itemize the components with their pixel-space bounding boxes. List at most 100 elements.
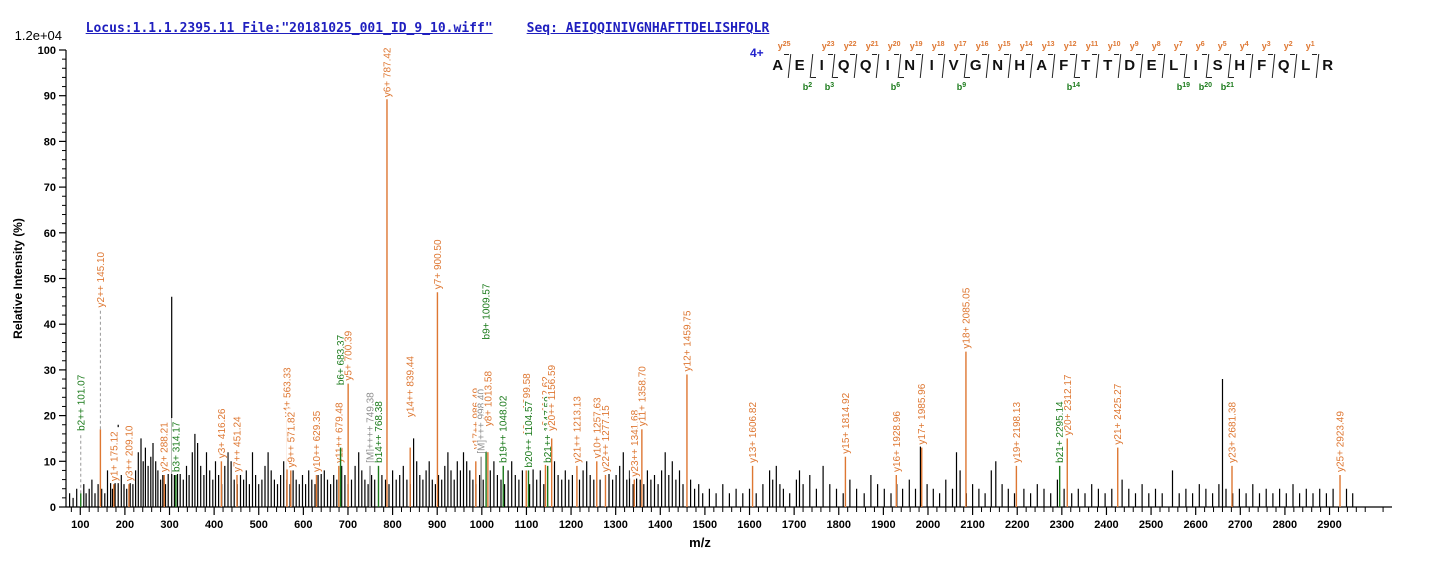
labeled-peak[interactable]: y20+ 2312.17 [1062,371,1074,507]
peak-label: y19+ 2198.13 [1012,402,1023,463]
labeled-peak[interactable]: y12+ 1459.75 [682,307,693,507]
labeled-peak[interactable]: y22++ 1277.15 [600,402,612,507]
labeled-peak[interactable]: y25+ 2923.49 [1335,407,1347,507]
intensity-scale-note: 1.2e+04 [15,28,62,43]
labeled-peak[interactable]: b3+ 314.17 [171,418,182,507]
labeled-peak[interactable]: y21++ 1213.13 [572,393,583,507]
y-tick-label: 70 [44,182,56,194]
labeled-peak[interactable]: b19++ 1048.02 [498,393,510,507]
labeled-peak[interactable]: y11+ 1358.70 [637,361,648,507]
peak-label: y7++ 451.24 [232,416,243,472]
labeled-peak[interactable]: y21+ 2425.27 [1113,380,1124,507]
y-ion-tag: y15 [997,41,1011,51]
cleavage-mark: y23 b3 [822,41,838,92]
labeled-peak[interactable]: y18+ 2085.05 [961,284,972,507]
x-tick-label: 2300 [1050,519,1074,531]
residue: Q [837,57,850,74]
peak-label: y12+ 1459.75 [682,310,693,371]
labeled-peak[interactable]: y10+ 1257.63 [592,393,603,507]
y-ion-tag: y11 [1085,41,1099,51]
b-ion-tag: b6 [890,82,901,92]
y-ion-tag: y12 [1063,41,1077,51]
labeled-peak[interactable]: y20++ 1156.59 [547,361,558,507]
residue: E [1146,57,1157,74]
peak-label: y11++ 679.48 [334,402,345,463]
residue: S [1212,57,1223,74]
residue: F [1257,57,1267,74]
cleavage-mark: y1 [1306,41,1321,78]
peak-label: y13+ 1606.82 [748,402,759,463]
x-tick-label: 1000 [470,519,494,531]
x-tick-label: 300 [160,519,178,531]
labeled-peak[interactable]: y3+ 416.26 [216,404,228,507]
labeled-peak[interactable]: y10++ 629.35 [311,407,323,507]
peak-label: y5+ 700.39 [344,330,355,380]
labeled-peak[interactable]: b20++ 1104.57 [523,397,535,507]
b-ion-tag: b2 [802,82,813,92]
labeled-peak[interactable]: y9++ 571.82 [286,408,297,507]
peak-label: y23++ 1341.68 [630,409,641,476]
x-tick-label: 2500 [1139,519,1163,531]
labeled-peak[interactable]: y3++ 209.10 [124,421,135,507]
x-tick-label: 2200 [1005,519,1029,531]
x-tick-label: 1100 [515,519,539,531]
peak-label: [M]+++ 998.40 [477,389,488,454]
labeled-peak[interactable]: y6+ 787.42 [382,43,393,507]
labeled-peak[interactable]: y11++ 679.48 [334,398,345,507]
cleavage-mark: y16 [976,41,991,78]
y-tick-label: 20 [44,411,56,423]
x-tick-label: 2800 [1273,519,1297,531]
x-tick-label: 1800 [827,519,851,531]
labeled-peak[interactable]: b14++ 768.38 [373,398,385,507]
labeled-peak[interactable]: [M]++++ 749.38 [365,388,377,507]
residue: I [819,57,824,74]
labeled-peak[interactable]: y8+ 1013.58 [483,367,494,507]
b-ion-tag: b20 [1198,82,1212,92]
labeled-peak[interactable]: y15+ 1814.92 [840,389,852,507]
cleavage-mark: y18 [932,41,947,78]
y-ion-tag: y22 [843,41,857,51]
labeled-peak[interactable]: y17+ 1985.96 [917,380,928,507]
labeled-peak[interactable]: y2+ 288.21 [159,418,171,507]
peak-label: y22++ 1277.15 [601,405,612,472]
labeled-peak[interactable]: y14++ 839.44 [405,352,417,507]
labeled-peak[interactable]: y19+ 2198.13 [1011,398,1023,507]
peak-label: b21+ 2295.14 [1055,401,1066,463]
residue: G [969,57,982,74]
sequence-label: Seq: AEIQQINIVGNHAFTTDELISHFQLR [526,21,770,36]
labeled-peak[interactable]: y23+ 2681.38 [1227,398,1238,507]
labeled-peak[interactable]: y13+ 1606.82 [748,398,759,507]
y-ion-tag: y19 [909,41,923,51]
labeled-peak[interactable]: b9+ 1009.57 [481,280,493,507]
peak-label: y17+ 1985.96 [917,383,928,444]
cleavage-mark: y2 [1284,41,1299,78]
residue: I [929,57,934,74]
peak-label: y1+ 175.12 [109,431,120,481]
labeled-peak[interactable]: y7++ 451.24 [232,412,243,507]
cleavage-mark: y19 [910,41,925,78]
residue: F [1059,57,1069,74]
peak-label: b6+ 683.37 [336,334,347,385]
x-tick-label: 1600 [737,519,761,531]
y-axis-title: Relative Intensity (%) [11,218,25,339]
x-tick-label: 1700 [782,519,806,531]
labeled-peak[interactable]: y5+ 700.39 [343,326,355,507]
y-tick-label: 90 [44,91,56,103]
cleavage-mark: y4 [1240,41,1255,78]
peak-label: y8+ 1013.58 [483,371,494,427]
y-tick-label: 10 [44,456,56,468]
x-tick-label: 1300 [603,519,627,531]
labeled-peak[interactable]: y7+ 900.50 [432,235,444,507]
peak-label: b3+ 314.17 [171,421,182,472]
y-tick-label: 30 [44,365,56,377]
y-ion-tag: y25 [777,41,791,51]
labeled-peak[interactable]: y16+ 1928.96 [891,407,903,507]
cleavage-mark: y22 [844,41,859,78]
y-ion-tag: y23 [821,41,835,51]
labeled-peak[interactable]: y2++ 145.10 [95,248,107,507]
labeled-peak[interactable]: b2++ 101.07 [76,371,87,507]
labeled-peak[interactable]: y1+ 175.12 [109,427,120,507]
b-ion-tag: b3 [824,82,835,92]
